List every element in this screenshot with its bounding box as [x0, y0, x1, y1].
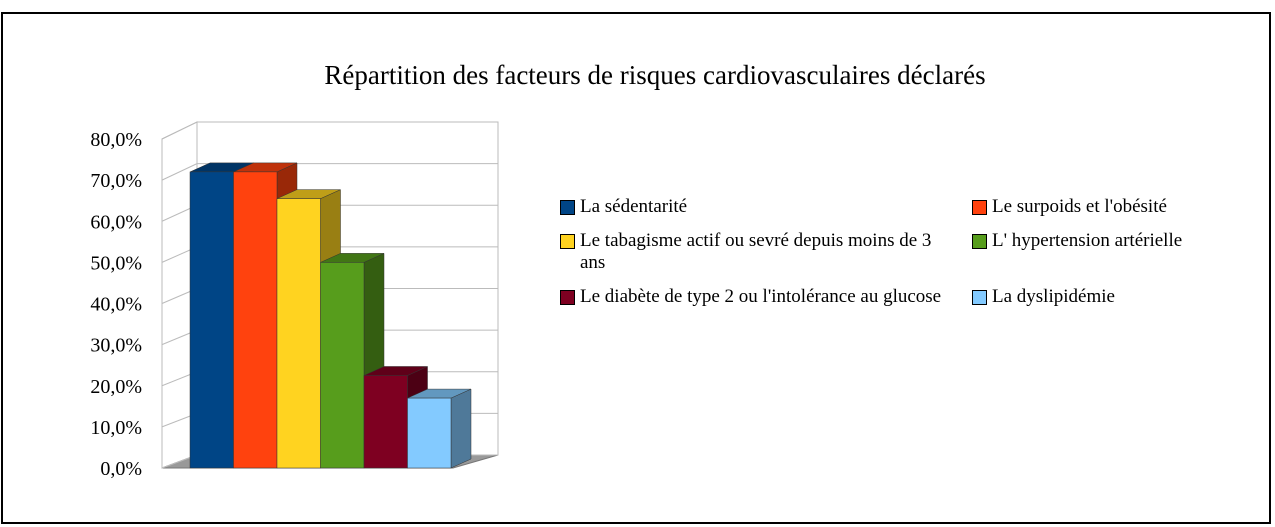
- y-tick-label: 10,0%: [90, 417, 142, 439]
- y-tick-label: 20,0%: [90, 376, 142, 398]
- legend-label: La sédentarité: [580, 196, 688, 217]
- legend-swatch: [972, 200, 987, 215]
- legend-label: L' hypertension artérielle: [992, 230, 1183, 251]
- y-tick-label: 40,0%: [90, 294, 142, 316]
- legend-swatch: [560, 200, 575, 215]
- legend-label: Le surpoids et l'obésité: [992, 196, 1167, 217]
- side-grid-line: [161, 121, 198, 140]
- chart-frame: [1, 12, 1271, 524]
- legend-item: La dyslipidémie: [972, 286, 1260, 308]
- legend-item: Le diabète de type 2 ou l'intolérance au…: [560, 286, 972, 308]
- bar: [276, 198, 321, 469]
- bar: [407, 397, 452, 469]
- legend-item: L' hypertension artérielle: [972, 230, 1260, 274]
- bar: [189, 171, 234, 469]
- legend-swatch: [972, 234, 987, 249]
- y-tick-label: 60,0%: [90, 211, 142, 233]
- legend-swatch: [560, 290, 575, 305]
- chart-title: Répartition des facteurs de risques card…: [324, 60, 985, 90]
- legend: La sédentarité Le surpoids et l'obésité Le…: [560, 196, 1260, 308]
- bar: [320, 262, 365, 469]
- side-grid-line: [161, 163, 198, 181]
- y-tick-label: 80,0%: [90, 129, 142, 151]
- legend-label: Le diabète de type 2 ou l'intolérance au…: [580, 286, 942, 307]
- y-tick-label: 50,0%: [90, 252, 142, 274]
- legend-swatch: [560, 234, 575, 249]
- legend-label: Le tabagisme actif ou sevré depuis moins…: [580, 230, 932, 273]
- legend-item: Le surpoids et l'obésité: [972, 196, 1260, 218]
- legend-item: Le tabagisme actif ou sevré depuis moins…: [560, 230, 972, 274]
- bar-side: [450, 388, 472, 469]
- y-tick-label: 70,0%: [90, 170, 142, 192]
- y-tick-label: 0,0%: [100, 458, 142, 480]
- bar: [233, 171, 278, 469]
- legend-item: La sédentarité: [560, 196, 972, 218]
- bar: [363, 375, 408, 469]
- legend-swatch: [972, 290, 987, 305]
- y-tick-label: 30,0%: [90, 335, 142, 357]
- legend-label: La dyslipidémie: [992, 286, 1115, 307]
